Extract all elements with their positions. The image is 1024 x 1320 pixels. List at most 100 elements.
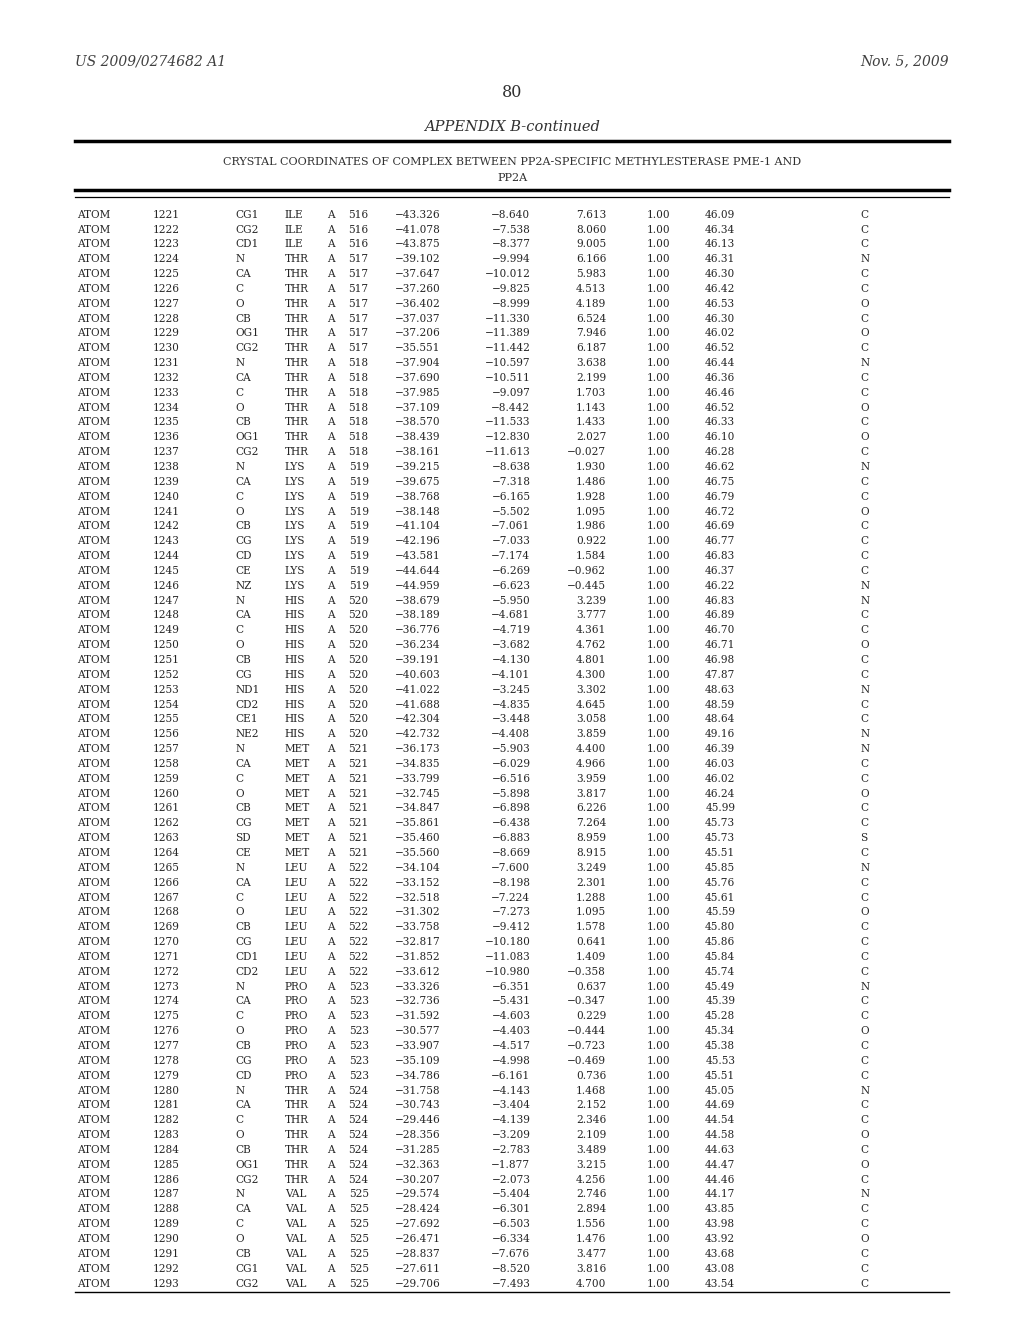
Text: 45.80: 45.80: [705, 923, 735, 932]
Text: ATOM: ATOM: [77, 907, 110, 917]
Text: −4.403: −4.403: [492, 1026, 530, 1036]
Text: −7.318: −7.318: [492, 477, 530, 487]
Text: 1245: 1245: [153, 566, 179, 576]
Text: −6.334: −6.334: [492, 1234, 530, 1243]
Text: 1258: 1258: [153, 759, 179, 770]
Text: 1227: 1227: [153, 298, 179, 309]
Text: 519: 519: [348, 492, 369, 502]
Text: −0.444: −0.444: [567, 1026, 606, 1036]
Text: −4.681: −4.681: [492, 610, 530, 620]
Text: A: A: [327, 952, 335, 962]
Text: A: A: [327, 314, 335, 323]
Text: N: N: [860, 595, 869, 606]
Text: THR: THR: [285, 1115, 308, 1125]
Text: A: A: [327, 700, 335, 710]
Text: −6.029: −6.029: [492, 759, 530, 770]
Text: 46.75: 46.75: [705, 477, 735, 487]
Text: 45.28: 45.28: [705, 1011, 735, 1022]
Text: −0.723: −0.723: [567, 1041, 606, 1051]
Text: −1.877: −1.877: [492, 1160, 530, 1170]
Text: A: A: [327, 833, 335, 843]
Text: A: A: [327, 269, 335, 279]
Text: 1231: 1231: [153, 358, 179, 368]
Text: ATOM: ATOM: [77, 358, 110, 368]
Text: 6.187: 6.187: [575, 343, 606, 354]
Text: ATOM: ATOM: [77, 298, 110, 309]
Text: −4.603: −4.603: [492, 1011, 530, 1022]
Text: PP2A: PP2A: [497, 173, 527, 183]
Text: 3.302: 3.302: [577, 685, 606, 694]
Text: 1257: 1257: [153, 744, 179, 754]
Text: −8.377: −8.377: [492, 239, 530, 249]
Text: A: A: [327, 298, 335, 309]
Text: C: C: [860, 1056, 868, 1065]
Text: −8.999: −8.999: [492, 298, 530, 309]
Text: C: C: [860, 566, 868, 576]
Text: 1.00: 1.00: [647, 284, 671, 294]
Text: CE: CE: [236, 847, 251, 858]
Text: 1.00: 1.00: [647, 581, 671, 591]
Text: 46.13: 46.13: [705, 239, 735, 249]
Text: C: C: [860, 626, 868, 635]
Text: 518: 518: [348, 417, 369, 428]
Text: ATOM: ATOM: [77, 1175, 110, 1184]
Text: −32.518: −32.518: [394, 892, 440, 903]
Text: −39.102: −39.102: [394, 255, 440, 264]
Text: ATOM: ATOM: [77, 536, 110, 546]
Text: 1.00: 1.00: [647, 966, 671, 977]
Text: 1240: 1240: [153, 492, 179, 502]
Text: THR: THR: [285, 298, 308, 309]
Text: −8.520: −8.520: [492, 1263, 530, 1274]
Text: C: C: [860, 952, 868, 962]
Text: 1.143: 1.143: [575, 403, 606, 413]
Text: ATOM: ATOM: [77, 923, 110, 932]
Text: 4.700: 4.700: [575, 1279, 606, 1288]
Text: −7.224: −7.224: [492, 892, 530, 903]
Text: 524: 524: [348, 1175, 369, 1184]
Text: 0.641: 0.641: [575, 937, 606, 946]
Text: C: C: [860, 224, 868, 235]
Text: 46.10: 46.10: [705, 433, 735, 442]
Text: 1.00: 1.00: [647, 210, 671, 219]
Text: −28.424: −28.424: [394, 1204, 440, 1214]
Text: 3.816: 3.816: [575, 1263, 606, 1274]
Text: ATOM: ATOM: [77, 595, 110, 606]
Text: −8.638: −8.638: [492, 462, 530, 473]
Text: −8.640: −8.640: [492, 210, 530, 219]
Text: 524: 524: [348, 1130, 369, 1140]
Text: −32.736: −32.736: [394, 997, 440, 1006]
Text: −7.600: −7.600: [492, 863, 530, 873]
Text: −40.603: −40.603: [394, 669, 440, 680]
Text: 45.39: 45.39: [706, 997, 735, 1006]
Text: ATOM: ATOM: [77, 759, 110, 770]
Text: C: C: [860, 966, 868, 977]
Text: CD: CD: [236, 1071, 252, 1081]
Text: 4.801: 4.801: [575, 655, 606, 665]
Text: 46.46: 46.46: [705, 388, 735, 397]
Text: ATOM: ATOM: [77, 1220, 110, 1229]
Text: 516: 516: [348, 239, 369, 249]
Text: 518: 518: [348, 447, 369, 457]
Text: O: O: [860, 1130, 868, 1140]
Text: 1221: 1221: [153, 210, 179, 219]
Text: LEU: LEU: [285, 907, 308, 917]
Text: VAL: VAL: [285, 1189, 306, 1200]
Text: CD: CD: [236, 552, 252, 561]
Text: C: C: [860, 492, 868, 502]
Text: −4.998: −4.998: [492, 1056, 530, 1065]
Text: −35.460: −35.460: [394, 833, 440, 843]
Text: −11.533: −11.533: [485, 417, 530, 428]
Text: ILE: ILE: [285, 210, 303, 219]
Text: ATOM: ATOM: [77, 1279, 110, 1288]
Text: 3.638: 3.638: [577, 358, 606, 368]
Text: 1241: 1241: [153, 507, 179, 516]
Text: 1254: 1254: [153, 700, 179, 710]
Text: ATOM: ATOM: [77, 1011, 110, 1022]
Text: N: N: [860, 729, 869, 739]
Text: 46.34: 46.34: [705, 224, 735, 235]
Text: N: N: [236, 595, 245, 606]
Text: A: A: [327, 1041, 335, 1051]
Text: −6.503: −6.503: [492, 1220, 530, 1229]
Text: 523: 523: [348, 982, 369, 991]
Text: HIS: HIS: [285, 669, 305, 680]
